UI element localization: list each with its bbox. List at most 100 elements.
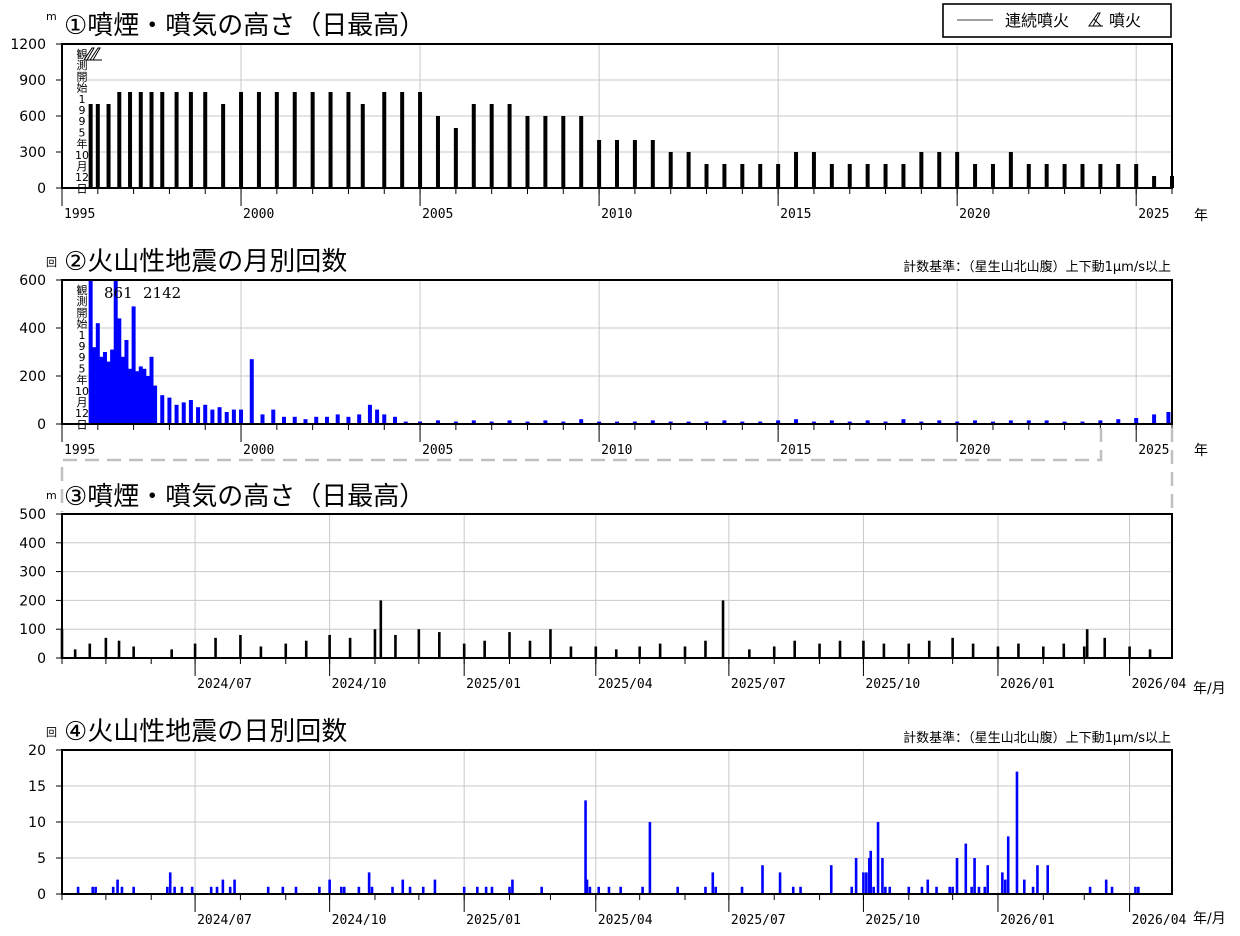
- p3-x-tick-label: 2026/01: [1000, 677, 1055, 692]
- p2-bar: [99, 356, 104, 424]
- p3-bar: [638, 646, 641, 658]
- p1-bar: [1080, 164, 1085, 188]
- p4-bar: [190, 886, 194, 894]
- p4-bar: [607, 886, 611, 894]
- p4-bar: [648, 822, 652, 894]
- p2-x-tick-label: 2020: [959, 443, 990, 458]
- p2-y-tick-label: 0: [37, 417, 46, 433]
- p4-x-tick-label: 2024/10: [332, 913, 387, 928]
- p4-bar: [761, 865, 764, 894]
- p2-bar: [142, 368, 147, 424]
- p2-bar: [357, 414, 362, 424]
- p2-bar: [1116, 419, 1121, 424]
- p2-bar: [217, 407, 222, 424]
- p2-bar: [471, 420, 476, 424]
- p4-bar: [850, 886, 854, 894]
- panel-3-unit: m: [46, 489, 57, 502]
- p3-bar: [793, 640, 796, 658]
- panel-1-bars: [88, 92, 1174, 188]
- p2-x-tick-label: 2000: [243, 443, 274, 458]
- p4-y-tick-label: 20: [28, 743, 46, 759]
- panel-4-x-axis: 2024/07 2024/10 2025/01 2025/04 2025/07 2025/…: [61, 894, 1187, 928]
- panel-1-unit: m: [46, 10, 57, 23]
- p4-x-tick-label: 2026/04: [1132, 913, 1187, 928]
- p2-bar: [435, 420, 440, 424]
- p1-bar: [117, 92, 122, 188]
- p2-bar: [758, 421, 763, 424]
- p2-bar: [124, 340, 129, 424]
- panel-4-counting-criterion: 計数基準：（星生山北山腹）上下動1μm/s以上: [903, 730, 1171, 746]
- p3-bar: [748, 649, 751, 658]
- p4-bar: [585, 879, 589, 894]
- p2-bar: [282, 416, 286, 424]
- p4-bar: [588, 886, 592, 894]
- p4-bar: [484, 886, 488, 894]
- p1-bar: [507, 104, 512, 188]
- p1-x-tick-label: 2020: [959, 207, 990, 222]
- p4-bar: [433, 879, 437, 894]
- p1-bar: [1062, 164, 1067, 188]
- p2-bar: [1062, 421, 1067, 424]
- p1-bar: [650, 140, 655, 188]
- p1-bar: [174, 92, 179, 188]
- p2-observation-note-char: 10: [75, 385, 89, 398]
- panel-4-y-axis: 0 5 10 15 20: [28, 743, 62, 903]
- p4-bar: [955, 858, 959, 894]
- p4-x-tick-label: 2024/07: [197, 913, 252, 928]
- p2-observation-note-char: 1: [79, 329, 86, 342]
- p2-bar: [704, 421, 709, 424]
- p4-bar: [951, 886, 954, 894]
- p2-bar: [135, 371, 140, 424]
- panel-1-x-unit: 年: [1194, 208, 1208, 224]
- p1-observation-note-char: 12: [75, 171, 89, 184]
- p3-bar: [569, 646, 573, 658]
- panel-3-grid: [62, 514, 1172, 658]
- p2-bar: [224, 412, 229, 424]
- p2-bar: [1044, 420, 1049, 424]
- p3-bar: [104, 637, 108, 658]
- p1-bar: [453, 128, 458, 188]
- p4-y-tick-label: 10: [28, 815, 46, 831]
- p2-bar: [95, 323, 100, 424]
- p2-y-tick-label: 400: [19, 321, 46, 337]
- p1-bar: [615, 140, 619, 188]
- panel-2-title: ②火山性地震の月別回数: [64, 247, 347, 277]
- p3-bar: [438, 632, 441, 658]
- p1-bar: [328, 92, 333, 188]
- p4-bar: [340, 886, 343, 894]
- p2-bar: [335, 414, 340, 424]
- p4-y-tick-label: 15: [28, 779, 46, 795]
- p2-bar: [418, 421, 423, 424]
- p2-bar: [239, 409, 244, 424]
- p1-bar: [525, 116, 530, 188]
- p3-bar: [658, 643, 662, 658]
- p4-bar: [711, 872, 715, 894]
- p4-bar: [888, 886, 892, 894]
- p4-bar: [676, 886, 679, 894]
- p2-bar: [188, 400, 193, 424]
- p2-bar: [303, 419, 308, 424]
- panel-3-bars: [60, 600, 1152, 658]
- panel-3-frame: [61, 513, 1173, 659]
- p2-observation-note-char: 9: [79, 351, 86, 364]
- p4-bar: [94, 886, 97, 894]
- p3-y-tick-label: 300: [19, 565, 46, 581]
- p2-x-tick-label: 2025: [1138, 443, 1169, 458]
- p4-bar: [714, 886, 718, 894]
- p2-observation-note-char: 月: [77, 396, 88, 409]
- p4-bar: [228, 886, 232, 894]
- p4-bar: [180, 886, 184, 894]
- p3-bar: [73, 649, 77, 658]
- p2-bar: [632, 421, 637, 424]
- p2-bar: [1098, 420, 1103, 424]
- p1-bar: [776, 164, 781, 188]
- p2-bar: [271, 409, 276, 424]
- panel-2-x-unit: 年: [1194, 443, 1208, 459]
- p2-bar: [489, 421, 494, 424]
- p3-bar: [838, 640, 842, 658]
- p3-bar: [132, 646, 135, 658]
- panel-1-title: ①噴煙・噴気の高さ（日最高）: [64, 11, 425, 41]
- p2-bar: [615, 421, 619, 424]
